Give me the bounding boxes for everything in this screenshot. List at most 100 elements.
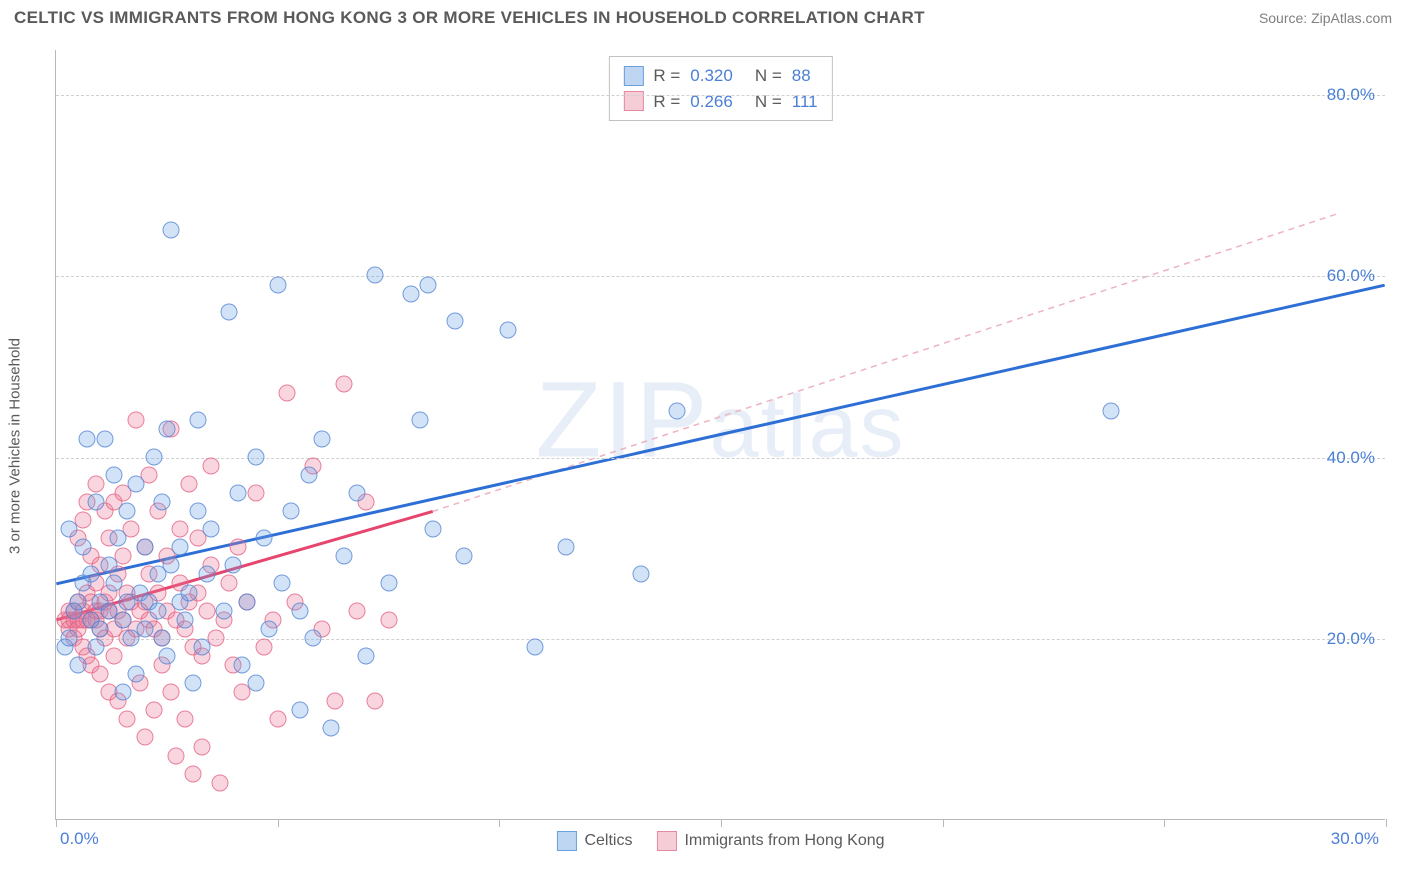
r-value-pink: 0.266	[690, 89, 733, 115]
scatter-point-blue	[314, 430, 331, 447]
scatter-point-blue	[61, 629, 78, 646]
scatter-point-blue	[87, 638, 104, 655]
legend-label-blue: Celtics	[584, 832, 632, 850]
scatter-point-blue	[149, 602, 166, 619]
scatter-point-blue	[367, 267, 384, 284]
scatter-point-blue	[79, 430, 96, 447]
scatter-point-pink	[181, 475, 198, 492]
scatter-point-blue	[176, 611, 193, 628]
scatter-point-blue	[220, 303, 237, 320]
scatter-point-pink	[212, 774, 229, 791]
scatter-point-blue	[92, 620, 109, 637]
swatch-blue-icon	[623, 66, 643, 86]
scatter-point-blue	[127, 475, 144, 492]
scatter-point-blue	[300, 466, 317, 483]
x-tick	[499, 819, 500, 827]
r-label: R =	[653, 89, 680, 115]
gridline	[56, 639, 1385, 640]
scatter-point-pink	[163, 684, 180, 701]
scatter-point-blue	[158, 421, 175, 438]
scatter-point-blue	[225, 557, 242, 574]
scatter-point-pink	[105, 647, 122, 664]
scatter-point-pink	[87, 475, 104, 492]
scatter-point-pink	[118, 711, 135, 728]
scatter-point-blue	[61, 521, 78, 538]
swatch-pink-icon	[623, 91, 643, 111]
scatter-point-blue	[136, 620, 153, 637]
x-tick-label: 0.0%	[60, 829, 99, 849]
chart-header: CELTIC VS IMMIGRANTS FROM HONG KONG 3 OR…	[14, 8, 1392, 28]
scatter-point-pink	[220, 575, 237, 592]
scatter-point-blue	[114, 611, 131, 628]
scatter-point-blue	[322, 720, 339, 737]
scatter-point-blue	[163, 557, 180, 574]
scatter-point-blue	[198, 566, 215, 583]
scatter-point-pink	[247, 484, 264, 501]
scatter-point-blue	[260, 620, 277, 637]
y-tick-label: 20.0%	[1327, 629, 1375, 649]
gridline	[56, 95, 1385, 96]
scatter-point-pink	[172, 521, 189, 538]
scatter-point-blue	[358, 647, 375, 664]
scatter-point-blue	[269, 276, 286, 293]
gridline	[56, 276, 1385, 277]
n-value-blue: 88	[792, 63, 811, 89]
scatter-point-blue	[234, 657, 251, 674]
scatter-point-blue	[247, 448, 264, 465]
x-tick	[1386, 819, 1387, 827]
scatter-point-blue	[402, 285, 419, 302]
scatter-point-blue	[118, 503, 135, 520]
scatter-point-pink	[176, 711, 193, 728]
x-tick	[721, 819, 722, 827]
scatter-point-blue	[172, 539, 189, 556]
scatter-point-pink	[336, 376, 353, 393]
y-tick-label: 80.0%	[1327, 85, 1375, 105]
scatter-point-blue	[189, 412, 206, 429]
scatter-point-blue	[305, 629, 322, 646]
regression-lines	[56, 50, 1385, 819]
scatter-point-blue	[238, 593, 255, 610]
x-tick-label: 30.0%	[1331, 829, 1379, 849]
scatter-point-blue	[203, 521, 220, 538]
scatter-point-blue	[411, 412, 428, 429]
scatter-point-blue	[216, 602, 233, 619]
y-axis-label: 3 or more Vehicles in Household	[7, 338, 24, 554]
legend-item-blue: Celtics	[556, 831, 632, 851]
scatter-point-blue	[154, 493, 171, 510]
scatter-point-blue	[70, 593, 87, 610]
scatter-point-pink	[229, 539, 246, 556]
scatter-point-blue	[96, 430, 113, 447]
scatter-point-blue	[101, 557, 118, 574]
legend-row-blue: R = 0.320 N = 88	[623, 63, 817, 89]
scatter-point-blue	[194, 638, 211, 655]
scatter-point-pink	[269, 711, 286, 728]
scatter-point-blue	[557, 539, 574, 556]
correlation-legend: R = 0.320 N = 88 R = 0.266 N = 111	[608, 56, 832, 121]
series-legend: Celtics Immigrants from Hong Kong	[556, 831, 884, 851]
scatter-point-blue	[87, 493, 104, 510]
scatter-point-blue	[291, 602, 308, 619]
scatter-point-blue	[247, 675, 264, 692]
scatter-point-pink	[198, 602, 215, 619]
scatter-point-blue	[633, 566, 650, 583]
scatter-point-blue	[668, 403, 685, 420]
scatter-point-blue	[380, 575, 397, 592]
scatter-point-blue	[229, 484, 246, 501]
scatter-point-pink	[367, 693, 384, 710]
scatter-point-blue	[274, 575, 291, 592]
scatter-point-pink	[327, 693, 344, 710]
scatter-point-pink	[203, 457, 220, 474]
scatter-point-pink	[127, 412, 144, 429]
scatter-point-blue	[282, 503, 299, 520]
scatter-point-pink	[136, 729, 153, 746]
scatter-point-blue	[163, 222, 180, 239]
y-tick-label: 40.0%	[1327, 448, 1375, 468]
scatter-point-blue	[1103, 403, 1120, 420]
scatter-point-pink	[349, 602, 366, 619]
n-label: N =	[755, 63, 782, 89]
legend-label-pink: Immigrants from Hong Kong	[684, 832, 884, 850]
source-label: Source: ZipAtlas.com	[1259, 10, 1392, 26]
scatter-chart: ZIPatlas R = 0.320 N = 88 R = 0.266 N = …	[55, 50, 1385, 820]
scatter-point-blue	[185, 675, 202, 692]
legend-row-pink: R = 0.266 N = 111	[623, 89, 817, 115]
